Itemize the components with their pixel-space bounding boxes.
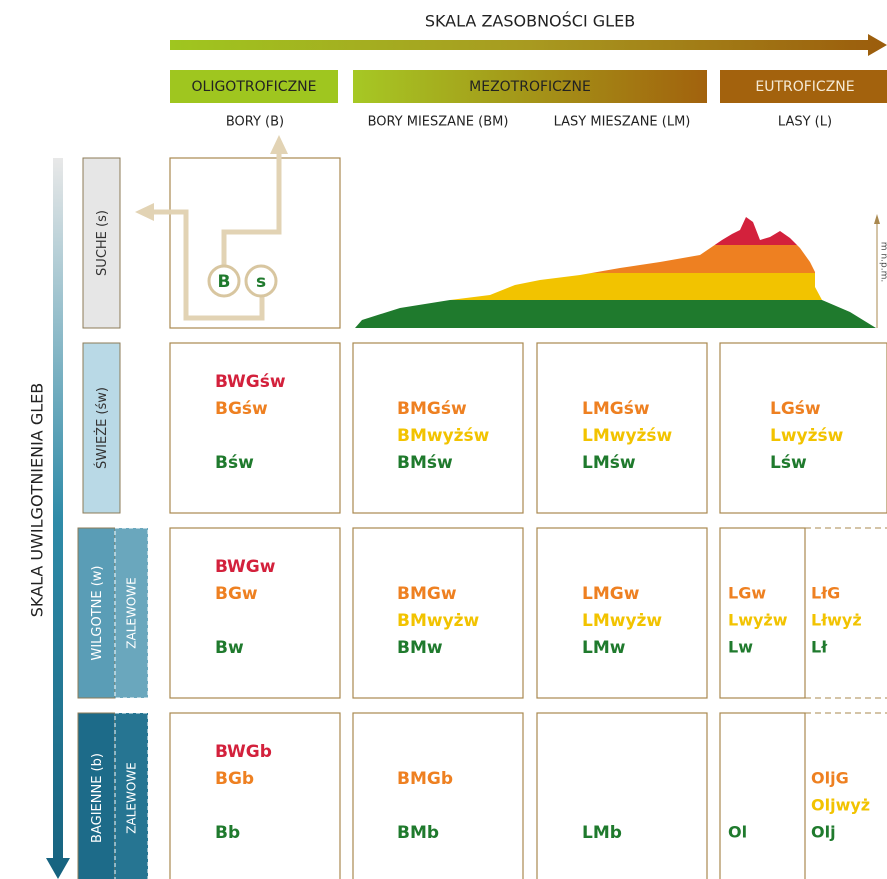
row-sublabel: ZALEWOWE	[125, 577, 139, 648]
profile-band	[350, 245, 880, 273]
cell	[170, 343, 340, 513]
profile-band	[350, 210, 880, 245]
soil-type: BMGb	[397, 769, 453, 789]
soil-type: BMb	[397, 823, 439, 843]
symbol: B	[218, 272, 231, 292]
soil-type: LGw	[728, 584, 766, 603]
soil-type: BMwyżw	[397, 611, 480, 631]
column-label: BORY (B)	[226, 115, 284, 130]
soil-type: BMw	[397, 638, 443, 658]
soil-type: BMGśw	[397, 399, 467, 419]
soil-type: BGb	[215, 769, 254, 789]
row-label: SUCHE (s)	[95, 210, 110, 276]
soil-type: Lłwyż	[811, 611, 862, 630]
group-label: EUTROFICZNE	[755, 79, 854, 95]
soil-type: BMwyżśw	[397, 426, 490, 446]
cell	[537, 713, 707, 879]
soil-type: LMśw	[582, 453, 636, 473]
soil-type: LMwyżśw	[582, 426, 673, 446]
soil-type: Lł	[811, 638, 828, 657]
soil-type: Ol	[728, 823, 747, 842]
arrow-head	[270, 135, 288, 154]
row-label: ŚWIEŻE (św)	[94, 387, 110, 469]
profile-band	[350, 300, 880, 330]
soil-type: LMw	[582, 638, 626, 658]
column-label: BORY MIESZANE (BM)	[368, 115, 509, 130]
column-label: LASY MIESZANE (LM)	[554, 115, 691, 130]
arrow-head	[874, 214, 880, 224]
soil-type: Oljwyż	[811, 796, 870, 815]
soil-type: BMGw	[397, 584, 457, 604]
cell	[353, 713, 523, 879]
soil-type: Olj	[811, 823, 836, 842]
soil-type: Bw	[215, 638, 244, 658]
symbol: s	[256, 272, 266, 292]
soil-type: LMwyżw	[582, 611, 662, 631]
group-label: OLIGOTROFICZNE	[192, 79, 317, 95]
cell	[170, 158, 340, 328]
arrow-head	[135, 203, 154, 221]
soil-type: LMGśw	[582, 399, 650, 419]
cell	[170, 528, 340, 698]
soil-type: BMśw	[397, 453, 453, 473]
side-arrow	[46, 158, 70, 879]
row-sublabel: ZALEWOWE	[125, 762, 139, 833]
top-arrow	[170, 34, 887, 56]
soil-type: Lw	[728, 638, 753, 657]
soil-type: Lśw	[770, 453, 807, 473]
soil-type: Bśw	[215, 453, 254, 473]
soil-type: LMGw	[582, 584, 640, 604]
soil-type: BWGśw	[215, 372, 286, 392]
soil-type: BWGw	[215, 557, 276, 577]
cell	[170, 713, 340, 879]
elevation-profile	[350, 210, 880, 330]
cell	[720, 713, 805, 879]
side-title: SKALA UWILGOTNIENIA GLEB	[28, 383, 47, 617]
profile-label: m n.p.m.	[879, 242, 887, 282]
soil-type: Bb	[215, 823, 240, 843]
soil-type: BGw	[215, 584, 258, 604]
soil-type: LGśw	[770, 399, 821, 419]
profile-band	[350, 273, 880, 300]
soil-type: OljG	[811, 769, 849, 788]
soil-type: LMb	[582, 823, 622, 843]
diagram: SKALA ZASOBNOŚCI GLEB OLIGOTROFICZNE MEZ…	[0, 0, 887, 879]
top-title: SKALA ZASOBNOŚCI GLEB	[425, 12, 635, 31]
row-label: BAGIENNE (b)	[90, 753, 105, 843]
row-label: WILGOTNE (w)	[90, 565, 105, 660]
soil-type: BGśw	[215, 399, 268, 419]
soil-type: Lwyżw	[728, 611, 788, 630]
group-label: MEZOTROFICZNE	[469, 79, 591, 95]
column-label: LASY (L)	[778, 115, 832, 130]
soil-type: LłG	[811, 584, 840, 603]
soil-type: Lwyżśw	[770, 426, 844, 446]
soil-type: BWGb	[215, 742, 272, 762]
